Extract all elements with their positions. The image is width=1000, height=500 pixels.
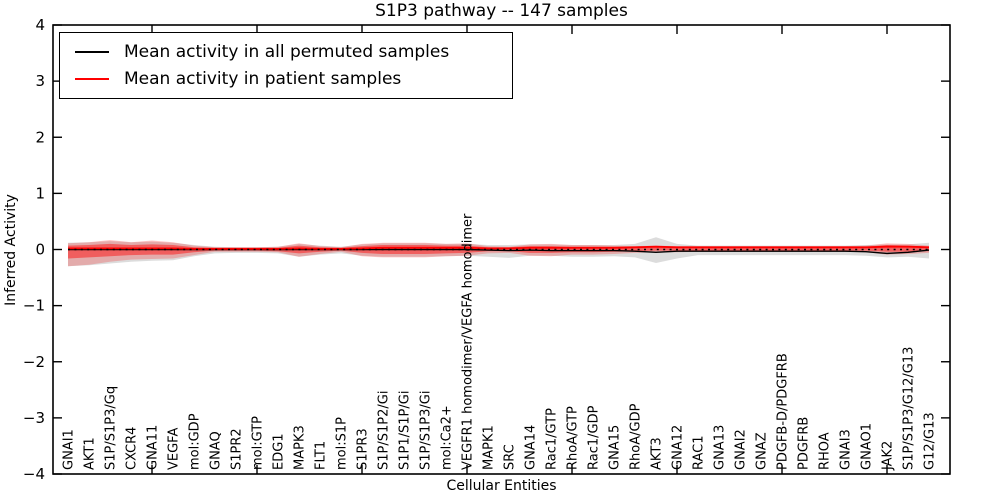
y-tick-label: −2	[23, 353, 45, 371]
permuted-samples-range-band	[68, 237, 929, 267]
x-category-label: EDG1	[272, 433, 287, 470]
patient-line-swatch	[75, 78, 109, 80]
x-category-label: MAPK3	[293, 425, 308, 470]
x-category-label: mol:GTP	[251, 416, 266, 470]
y-tick-label: −3	[23, 409, 45, 427]
x-category-label: AKT1	[83, 437, 98, 470]
x-category-label: CXCR4	[125, 427, 140, 470]
x-category-label: S1P/S1P3/G12/G13	[902, 347, 917, 470]
x-category-label: GNAO1	[860, 423, 875, 470]
x-category-label: S1PR2	[230, 428, 245, 470]
x-category-label: VEGFR1 homodimer/VEGFA homodimer	[461, 213, 476, 470]
x-category-label: VEGFA	[167, 428, 182, 470]
x-category-label: S1P/S1P3/Gi	[419, 391, 434, 470]
permuted-line-swatch	[75, 51, 109, 53]
chart-title: S1P3 pathway -- 147 samples	[375, 1, 628, 21]
x-category-label: S1P/S1P3/Gq	[104, 386, 119, 470]
x-category-label: SRC	[503, 444, 518, 470]
x-category-label: Rac1/GDP	[587, 405, 602, 470]
x-category-label: GNAI1	[62, 429, 77, 470]
y-tick-label: 4	[35, 16, 45, 34]
x-category-label: mol:Ca2+	[440, 405, 455, 470]
x-category-label: mol:GDP	[188, 413, 203, 470]
x-category-label: GNAZ	[755, 432, 770, 470]
x-category-label: RhoA/GDP	[629, 403, 644, 470]
y-tick-label: 3	[35, 72, 45, 90]
x-category-label: S1P/S1P2/Gi	[377, 391, 392, 470]
x-category-label: PDGFRB	[797, 417, 812, 470]
y-axis-label: Inferred Activity	[3, 194, 19, 306]
x-category-label: GNA12	[671, 425, 686, 470]
x-category-label: MAPK1	[482, 425, 497, 470]
x-category-label: GNA11	[146, 425, 161, 470]
x-axis-label: Cellular Entities	[446, 478, 557, 494]
x-category-label: PDGFB-D/PDGFRB	[776, 353, 791, 470]
x-category-label: Rac1/GTP	[545, 408, 560, 470]
x-category-label: RHOA	[818, 432, 833, 470]
y-tick-label: −4	[23, 465, 45, 483]
legend: Mean activity in all permuted samples Me…	[59, 32, 513, 99]
legend-item-patient: Mean activity in patient samples	[60, 69, 512, 89]
y-tick-label: −1	[23, 297, 45, 315]
x-category-label: GNA14	[524, 425, 539, 470]
y-tick-label: 2	[35, 128, 45, 146]
x-category-label: AKT3	[650, 437, 665, 470]
x-category-label: GNA13	[713, 425, 728, 470]
x-category-label: GNAQ	[209, 431, 224, 470]
x-category-label: GNA15	[608, 425, 623, 470]
x-category-label: RhoA/GTP	[566, 406, 581, 470]
x-category-label: JAK2	[881, 441, 896, 471]
x-category-label: S1P1/S1P/Gi	[398, 391, 413, 470]
x-category-label: FLT1	[314, 441, 329, 470]
legend-item-permuted: Mean activity in all permuted samples	[60, 42, 512, 62]
legend-label: Mean activity in patient samples	[124, 69, 402, 89]
x-category-label: mol:S1P	[335, 417, 350, 470]
x-category-label: GNAI2	[734, 429, 749, 470]
y-tick-label: 1	[35, 184, 45, 202]
x-category-label: G12/G13	[923, 412, 938, 470]
x-category-label: GNAI3	[839, 429, 854, 470]
x-category-label: S1PR3	[356, 428, 371, 470]
plot-frame	[52, 24, 951, 475]
y-tick-label: 0	[35, 241, 45, 259]
legend-label: Mean activity in all permuted samples	[124, 42, 450, 62]
patient-mean-line	[68, 245, 930, 250]
x-category-label: RAC1	[692, 435, 707, 470]
